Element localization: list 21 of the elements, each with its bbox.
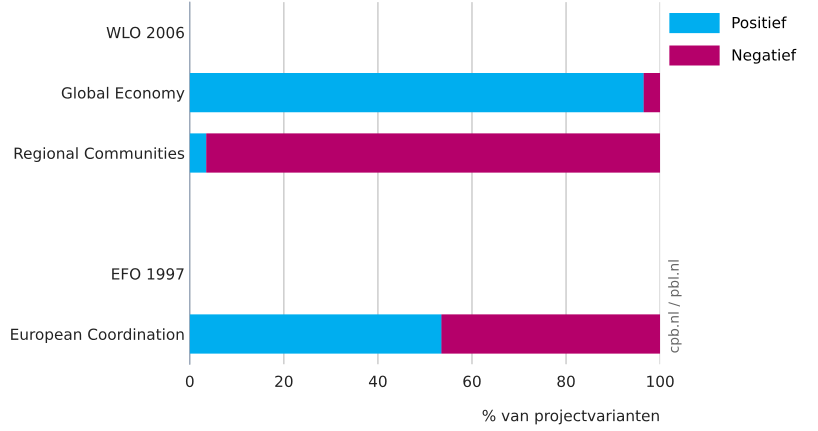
bar — [190, 133, 206, 173]
y-tick-label: European Coordination — [11, 328, 184, 344]
x-tick-label: 0 — [186, 376, 194, 388]
x-axis-title: % van projectvarianten — [482, 410, 659, 424]
y-tick-label: EFO 1997 — [112, 268, 184, 280]
bar — [190, 314, 442, 354]
y-tick-label: Regional Communities — [14, 147, 184, 162]
bar — [644, 73, 660, 112]
x-tick-label: 20 — [275, 376, 293, 388]
legend-label: Negatief — [732, 48, 796, 64]
y-tick-label: Global Economy — [62, 86, 184, 102]
bar — [190, 73, 644, 112]
x-tick-label: 100 — [647, 376, 674, 388]
x-tick-label: 80 — [557, 376, 575, 388]
bar — [441, 314, 660, 354]
x-tick-label: 60 — [463, 376, 481, 388]
x-tick-label: 40 — [368, 376, 387, 388]
y-tick-label: WLO 2006 — [106, 26, 184, 38]
legend-label: Positief — [732, 16, 787, 28]
bar — [206, 133, 660, 173]
text: cpb.nl / pbl.nl — [668, 260, 682, 353]
